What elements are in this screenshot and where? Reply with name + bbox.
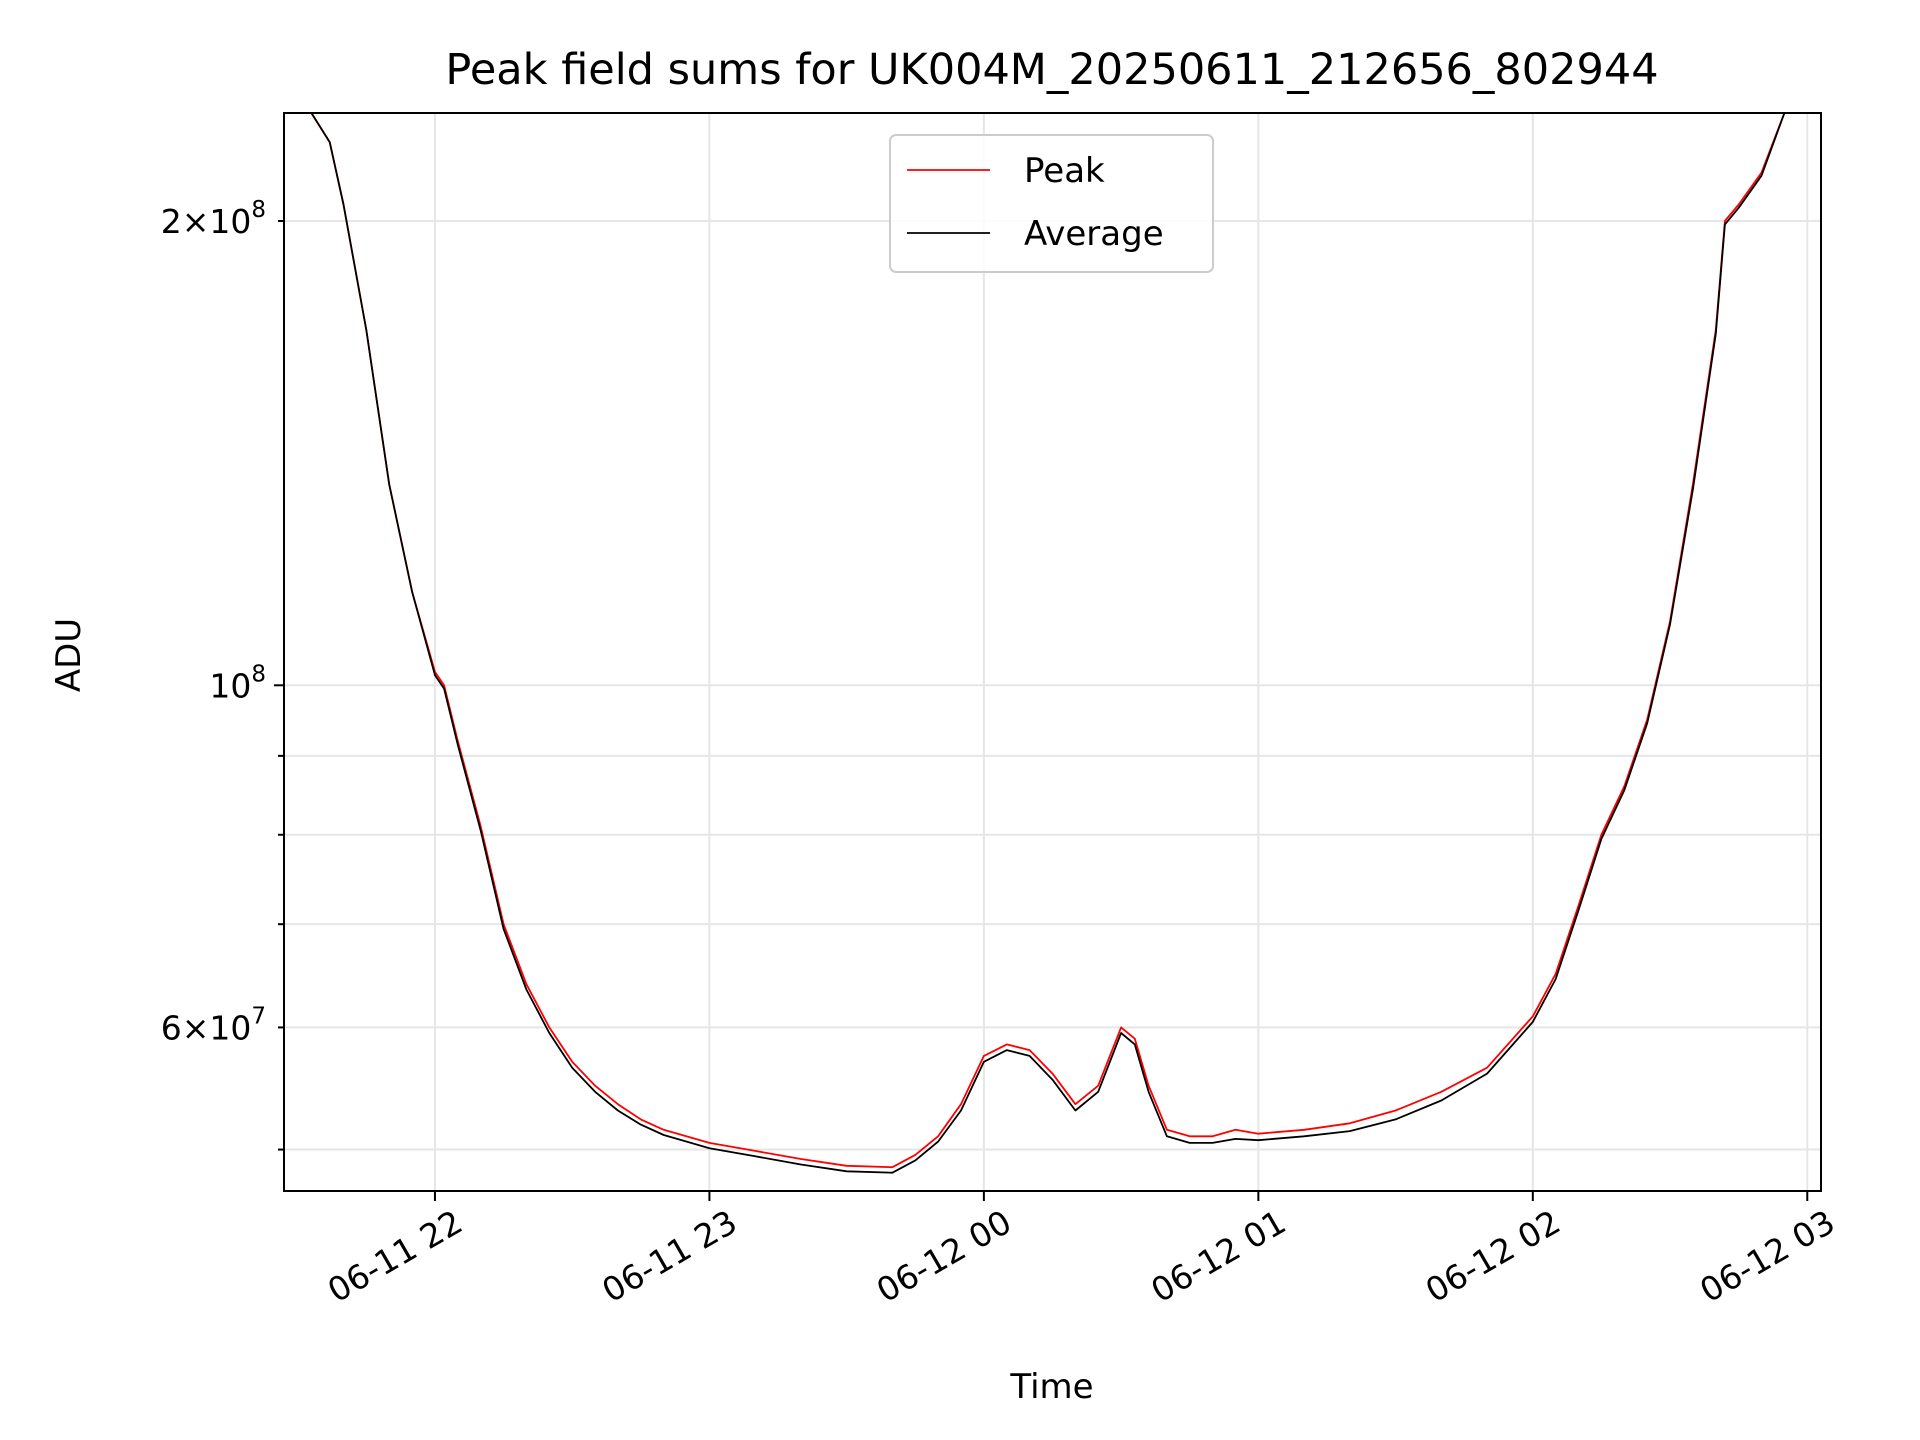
series-line-average [284,113,1821,1174]
y-tick-label: 108 [209,661,266,705]
plot-series [284,113,1821,1174]
legend: Peak Average [889,134,1214,273]
series-line-peak [284,113,1821,1169]
y-tick-label: 6×107 [161,1003,266,1047]
y-axis-ticks: 6×107 2×108 108 [161,197,284,1151]
y-tick-label: 2×108 [161,197,266,241]
legend-label-average: Average [1024,214,1164,254]
legend-label-peak: Peak [1024,151,1105,191]
y-axis-label: ADU [49,618,89,692]
chart-title: Peak field sums for UK004M_20250611_2126… [445,45,1658,95]
plot-area-frame [283,112,1822,1192]
x-axis-label: Time [1009,1367,1093,1407]
